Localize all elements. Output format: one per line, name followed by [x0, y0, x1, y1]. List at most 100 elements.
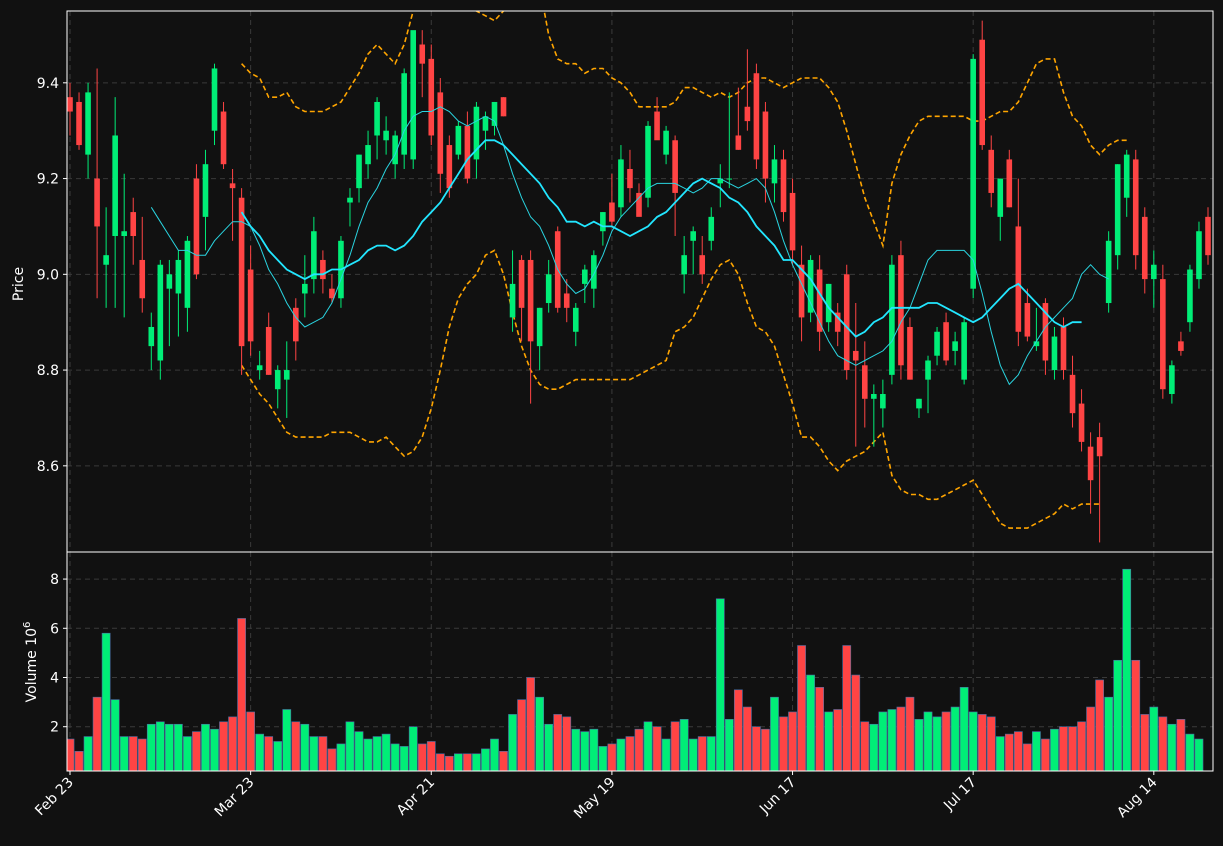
candle-body — [419, 44, 426, 64]
price-tick-label: 9.2 — [37, 172, 59, 188]
volume-bar — [210, 728, 219, 771]
price-tick-label: 9.4 — [37, 76, 59, 92]
volume-bar — [83, 736, 93, 771]
volume-bar — [110, 699, 120, 771]
candle-body — [1105, 240, 1112, 304]
volume-bar — [986, 716, 996, 771]
volume-bar — [950, 706, 960, 771]
volume-bar — [291, 721, 301, 771]
volume-bar — [959, 687, 969, 771]
candle-body — [482, 116, 489, 131]
volume-bar — [715, 598, 725, 771]
volume-bar — [995, 736, 1005, 771]
candle-body — [925, 360, 931, 380]
candle-body — [744, 106, 751, 122]
candle-body — [834, 312, 841, 332]
candle-body — [256, 365, 263, 371]
candle-body — [67, 97, 73, 112]
candle-body — [699, 255, 706, 275]
candle-body — [807, 259, 814, 313]
volume-panel: 2 4 6 8 — [50, 551, 1214, 772]
volume-bar — [1032, 731, 1041, 771]
candle-body — [148, 326, 155, 347]
candle-body — [365, 145, 371, 165]
candle-body — [473, 106, 480, 160]
candle-body — [1087, 446, 1094, 481]
candle-body — [139, 259, 146, 299]
volume-bar — [454, 753, 463, 771]
candle-body — [572, 307, 579, 332]
candle-body — [1024, 303, 1031, 337]
candle-body — [1006, 159, 1013, 208]
candle-body — [1069, 374, 1076, 414]
volume-bar — [1131, 659, 1141, 771]
volume-bar — [752, 726, 761, 771]
candle-body — [1114, 164, 1121, 256]
candle-body — [663, 130, 669, 155]
candle-body — [1178, 341, 1184, 351]
candle-body — [762, 111, 769, 179]
candle-body — [103, 255, 109, 265]
candle-body — [591, 255, 597, 289]
volume-bar — [1023, 743, 1032, 771]
volume-bar — [300, 723, 310, 771]
volume-bar — [697, 736, 707, 771]
volume-bar — [607, 743, 617, 771]
candle-body — [609, 202, 615, 222]
candle-body — [889, 264, 895, 375]
volume-bar — [905, 696, 915, 771]
candle-body — [798, 264, 805, 318]
volume-bar — [1122, 568, 1132, 771]
volume-panel-frame — [66, 551, 1214, 772]
price-tick-label: 9.0 — [37, 267, 59, 283]
volume-bar — [1185, 733, 1195, 771]
candle-body — [753, 73, 760, 160]
candle-body — [491, 101, 498, 126]
price-tick-label: 8.8 — [37, 363, 59, 379]
volume-bar — [264, 736, 274, 771]
candle-body — [211, 68, 218, 131]
long-moving-average-line — [240, 139, 1082, 338]
volume-bar — [137, 738, 147, 771]
candle-body — [708, 216, 715, 241]
volume-bar — [192, 731, 201, 771]
volume-bar — [851, 674, 861, 771]
candle-body — [166, 274, 173, 289]
volume-bar — [1095, 679, 1104, 771]
candle-body — [979, 39, 986, 146]
volume-bar — [318, 736, 328, 771]
volume-bar — [977, 714, 987, 771]
volume-bar — [788, 711, 797, 771]
volume-bar — [463, 753, 472, 771]
volume-axis-label-exponent: 6 — [22, 622, 33, 628]
volume-bar — [174, 723, 183, 771]
candle-body — [645, 125, 651, 198]
candle-body — [898, 255, 904, 366]
candle-body — [825, 283, 832, 323]
candle-body — [130, 212, 137, 237]
candle-body — [970, 58, 976, 289]
volume-bar — [246, 711, 255, 771]
volume-bar — [499, 751, 508, 771]
volume-axis-label-text: Volume 10 — [24, 628, 40, 702]
candle-body — [247, 269, 254, 342]
volume-bar — [490, 738, 499, 771]
candle-body — [916, 398, 922, 409]
candle-body — [636, 192, 642, 217]
candle-body — [1015, 226, 1022, 332]
candle-body — [690, 231, 696, 241]
volume-bar — [372, 736, 382, 771]
candle-body — [961, 322, 967, 380]
volume-bar — [381, 733, 391, 771]
candle-body — [265, 326, 272, 375]
volume-bar — [128, 736, 138, 771]
volume-bar — [941, 711, 951, 771]
volume-bar — [164, 723, 174, 771]
candle-body — [907, 326, 913, 380]
candle-body — [527, 259, 534, 342]
candle-body — [446, 145, 453, 189]
candle-body — [220, 111, 227, 165]
volume-tick-label: 8 — [50, 572, 59, 588]
volume-bar — [761, 728, 770, 771]
